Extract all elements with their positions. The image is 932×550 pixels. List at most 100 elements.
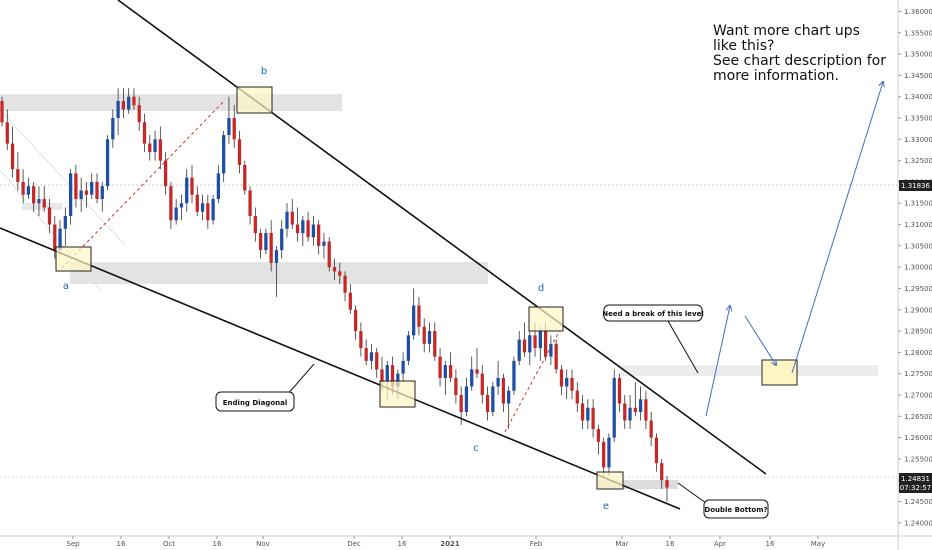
- candle-body: [438, 356, 442, 378]
- candle-body: [63, 216, 67, 229]
- channel-line-2: [0, 169, 101, 291]
- ending-diagonal-callout: [215, 391, 295, 412]
- price-tick-label: 1.27500: [904, 370, 932, 378]
- candles-group: [0, 88, 669, 502]
- price-tick-label: 1.28500: [904, 328, 932, 336]
- resistance-zone-top: [0, 94, 342, 111]
- candle-body: [580, 403, 585, 421]
- candle-body: [623, 403, 627, 421]
- candle-body: [633, 407, 637, 413]
- wave-label-e: e: [603, 501, 609, 512]
- time-tick-label: May: [811, 540, 825, 548]
- candle-body: [306, 220, 310, 238]
- candle-body: [412, 305, 416, 336]
- pivot-box-a: [55, 246, 92, 272]
- candle-body: [227, 118, 231, 136]
- candle-body: [343, 275, 347, 293]
- candle-body: [26, 186, 31, 195]
- candle-body: [359, 331, 363, 349]
- price-tick-label: 1.24000: [904, 519, 932, 527]
- price-tick-label: 1.33500: [904, 115, 932, 123]
- time-tick-label: Mar: [615, 540, 628, 548]
- candle-body: [522, 339, 527, 353]
- candle-body: [301, 220, 305, 234]
- target-box: [761, 359, 798, 386]
- wave-label-c: c: [473, 443, 479, 454]
- candle-body: [42, 198, 46, 208]
- time-tick-label: 16: [398, 540, 407, 548]
- candle-body: [79, 190, 83, 199]
- candle-body: [95, 181, 99, 199]
- marked-price-text: 1.31836: [901, 182, 930, 190]
- candle-body: [179, 203, 184, 208]
- candle-body: [0, 100, 4, 123]
- break-level-callout: [603, 304, 703, 322]
- time-tick-label: Sep: [66, 540, 80, 548]
- double-bottom-label: Double Bottom?: [704, 506, 767, 514]
- countdown-text: 07:32:57: [900, 484, 931, 492]
- break-level-label: Need a break of this level: [602, 310, 703, 318]
- wave-label-d: d: [538, 283, 544, 294]
- price-axis-background: [898, 0, 932, 550]
- promo-line-2: like this?: [713, 38, 774, 54]
- candle-body: [311, 224, 316, 238]
- candle-body: [211, 198, 215, 221]
- time-tick-label: Oct: [163, 540, 175, 548]
- candle-body: [37, 198, 41, 204]
- candle-body: [665, 480, 669, 488]
- price-tick-label: 1.36000: [904, 8, 932, 16]
- candle-body: [74, 173, 78, 199]
- promo-line-3: See chart description for: [713, 53, 886, 69]
- price-tick-label: 1.32500: [904, 157, 932, 165]
- candle-body: [443, 365, 447, 378]
- candle-body: [507, 390, 511, 404]
- candle-body: [222, 135, 226, 174]
- lower-trendline: [0, 227, 681, 510]
- candle-body: [84, 190, 89, 195]
- candle-body: [417, 305, 421, 327]
- candle-body: [105, 139, 110, 187]
- candle-body: [317, 224, 321, 246]
- projection-arrow-2: [744, 315, 776, 365]
- double-bottom-zone: [598, 480, 678, 489]
- time-tick-label: Apr: [714, 540, 726, 548]
- candle-body: [602, 441, 606, 468]
- candle-body: [32, 186, 36, 204]
- candle-body: [332, 267, 337, 272]
- price-tick-label: 1.34500: [904, 72, 932, 80]
- wave-label-b: b: [261, 66, 267, 77]
- candle-body: [570, 377, 574, 391]
- price-tick-label: 1.27000: [904, 391, 932, 399]
- candle-body: [591, 407, 595, 430]
- pivot-box-e: [596, 471, 624, 490]
- channel-line-1: [0, 109, 126, 246]
- current-price-badge: [899, 473, 932, 493]
- price-tick-label: 1.28000: [904, 349, 932, 357]
- candle-body: [575, 390, 579, 404]
- price-tick-label: 1.34000: [904, 93, 932, 101]
- time-tick-label: 16: [666, 540, 675, 548]
- candle-body: [660, 463, 664, 481]
- price-tick-label: 1.26000: [904, 434, 932, 442]
- candle-body: [142, 122, 147, 144]
- price-tick-label: 1.25500: [904, 455, 932, 463]
- price-axis[interactable]: 1.36000 1.35500 1.35000 1.34500 1.34000 1.335…: [898, 8, 932, 527]
- time-axis[interactable]: Sep 16 Oct 16 Nov Dec 16 2021 Feb Mar 16 Apr 16 May: [66, 536, 825, 548]
- time-tick-label: 16: [213, 540, 222, 548]
- candle-body: [549, 343, 553, 357]
- candle-body: [195, 194, 199, 212]
- candle-body: [517, 339, 521, 361]
- candle-body: [232, 118, 236, 140]
- candle-body: [163, 160, 168, 187]
- candle-body: [121, 100, 126, 110]
- candle-body: [68, 173, 73, 217]
- candle-body: [638, 399, 643, 413]
- time-tick-label: Dec: [347, 540, 361, 548]
- candle-body: [617, 377, 622, 404]
- candle-body: [90, 181, 94, 195]
- candle-body: [348, 292, 352, 310]
- callout-line-break: [667, 320, 699, 374]
- candle-body: [485, 394, 490, 413]
- candle-body: [496, 377, 500, 387]
